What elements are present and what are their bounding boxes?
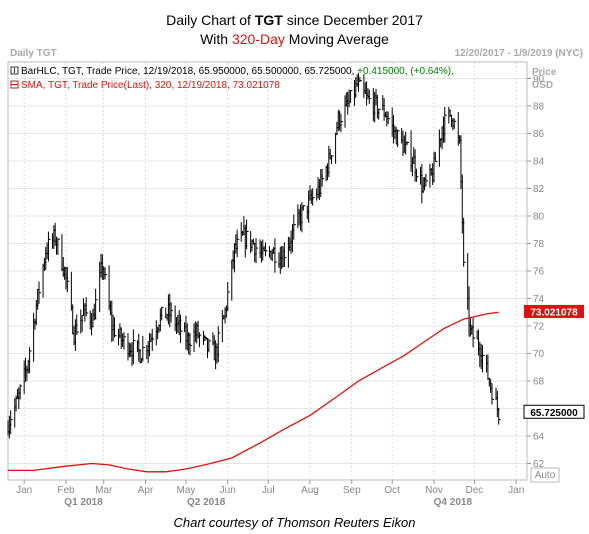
price-value-tag: 65.725000: [523, 404, 585, 419]
legend-bar-text: BarHLC, TGT, Trade Price, 12/19/2018, 65…: [21, 66, 354, 77]
title-ticker: TGT: [254, 12, 283, 28]
chart-title: Daily Chart of TGT since December 2017 W…: [0, 11, 589, 49]
x-tick-label: Nov: [425, 485, 443, 496]
auto-scale-label: Auto: [535, 470, 556, 481]
sma-value-tag: 73.021078: [524, 304, 584, 318]
legend-bar-change: +0.415000, (+0.64%),: [354, 66, 454, 77]
x-tick-label: Jan: [508, 485, 524, 496]
legend: BarHLC, TGT, Trade Price, 12/19/2018, 65…: [10, 66, 454, 91]
y-tick-label: 78: [533, 239, 545, 250]
price-bars: [7, 72, 501, 439]
price-axis-label: Price: [532, 67, 557, 78]
y-tick-label: 82: [533, 184, 545, 195]
y-tick-label: 86: [533, 129, 545, 140]
y-tick-label: 88: [533, 102, 545, 113]
quarter-label: Q2 2018: [187, 497, 226, 508]
y-tick-label: 72: [533, 322, 545, 333]
sma-tag-box: [524, 304, 584, 318]
y-tick-label: 64: [533, 432, 545, 443]
title-line-1: Daily Chart of TGT since December 2017: [0, 11, 589, 30]
quarter-label: Q4 2018: [434, 497, 473, 508]
price-tag-text: 65.725000: [530, 408, 578, 419]
currency-label: USD: [532, 80, 553, 91]
title-line-2: With 320-Day Moving Average: [0, 30, 589, 49]
x-tick-label: Oct: [384, 485, 400, 496]
title-line2-pre: With: [200, 31, 232, 47]
x-tick-label: Sep: [343, 485, 361, 496]
x-tick-label: Jan: [16, 485, 32, 496]
x-tick-label: Aug: [301, 485, 319, 496]
chart-caption: Chart courtesy of Thomson Reuters Eikon: [173, 515, 416, 530]
y-tick-label: 90: [533, 74, 545, 85]
y-axis: 626466687072747678808284868890: [527, 74, 545, 470]
grid: [8, 62, 527, 480]
x-tick-label: Feb: [57, 485, 75, 496]
y-tick-label: 68: [533, 377, 545, 388]
title-period: 320-Day: [231, 31, 285, 47]
chart-area[interactable]: Daily TGT 12/20/2017 - 1/9/2019 (NYC) Pr…: [0, 0, 589, 515]
legend-sma-entry: SMA, TGT, Trade Price(Last), 320, 12/19/…: [21, 80, 280, 91]
y-tick-label: 76: [533, 267, 545, 278]
header-left-label: Daily TGT: [10, 48, 57, 59]
quarter-label: Q1 2018: [64, 497, 103, 508]
title-line1-post: since December 2017: [282, 12, 423, 28]
y-tick-label: 80: [533, 212, 545, 223]
auto-scale-button[interactable]: [530, 467, 560, 483]
x-tick-label: Jun: [220, 485, 236, 496]
x-tick-label: Mar: [95, 485, 113, 496]
x-axis: Jan Feb Mar Apr May Jun Jul Aug Sep Oct Nov Dec Jan Q…: [16, 480, 524, 508]
x-tick-label: Apr: [138, 485, 154, 496]
y-tick-label: 70: [533, 349, 545, 360]
y-tick-label: 62: [533, 459, 545, 470]
y-tick-label: 84: [533, 157, 545, 168]
header-date-range: 12/20/2017 - 1/9/2019 (NYC): [455, 48, 583, 59]
legend-bar-entry: BarHLC, TGT, Trade Price, 12/19/2018, 65…: [21, 66, 454, 77]
y-tick-label: 74: [533, 294, 545, 305]
sma-line: [8, 311, 499, 473]
sma-tag-text: 73.021078: [530, 307, 578, 318]
title-line1-pre: Daily Chart of: [166, 12, 255, 28]
x-tick-label: May: [176, 485, 195, 496]
x-tick-label: Dec: [466, 485, 484, 496]
x-tick-label: Jul: [262, 485, 275, 496]
title-line2-post: Moving Average: [284, 31, 389, 47]
price-tag-box: [523, 404, 585, 419]
